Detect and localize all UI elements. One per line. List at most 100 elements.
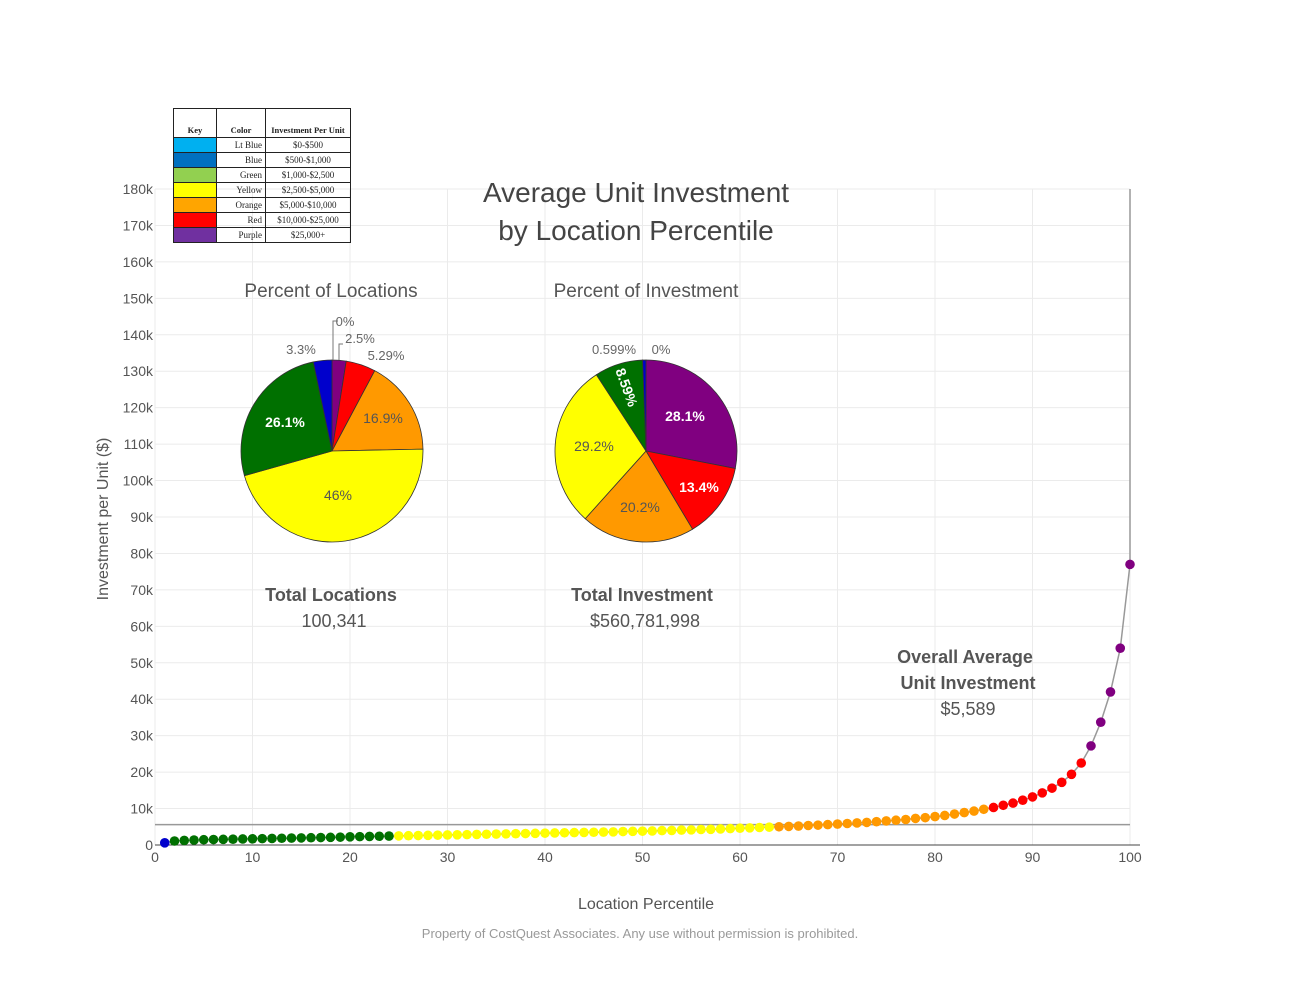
key-color-name: Purple [216,227,266,243]
data-point [705,824,716,835]
data-point [598,827,609,837]
data-point [969,806,979,816]
data-point [540,828,550,838]
x-axis-title: Location Percentile [578,896,714,913]
key-color-name: Yellow [216,182,266,198]
chart-title-line2: by Location Percentile [498,215,774,246]
key-range: $25,000+ [265,227,351,243]
data-point [1066,769,1077,780]
pie-slice-label: 26.1% [265,414,305,430]
data-point [257,833,268,844]
key-color-name: Blue [216,152,266,168]
pie-slice [642,359,647,452]
data-point [608,827,619,837]
pie-slice-label: 2.5% [345,331,375,346]
data-point [530,828,541,839]
data-point [423,830,433,841]
data-point [1115,643,1126,653]
data-point [764,822,775,832]
data-point [813,820,823,830]
data-point [725,823,736,834]
color-key-table: Key Color Investment Per Unit Lt Blue $0-… [173,108,351,243]
key-swatch [173,227,217,243]
data-point [374,831,385,842]
y-tick-label: 120k [123,400,154,416]
data-point [462,829,472,840]
data-point [754,822,765,833]
pie-slice-label: 0% [336,314,355,329]
data-point [286,833,297,843]
axes: 0 10 20 30 40 50 60 70 80 90 100 0 10k 20k 30k 40k 50k 60… [123,181,1142,865]
pie-slice [554,374,647,520]
data-point [471,829,482,840]
data-point [452,829,463,840]
data-point [900,814,911,825]
average-label-line1: Overall Average [897,647,1033,667]
pie-slice-label: 29.2% [574,438,614,454]
key-color-name: Red [216,212,266,228]
y-tick-label: 80k [130,545,154,561]
pie-percent-of-locations: Percent of Locations 2.5% 5.29% 16.9% 46% 26… [240,281,424,543]
total-investment-label: Total Investment [571,585,713,605]
total-locations-label: Total Locations [265,585,397,605]
y-tick-label: 130k [123,363,154,379]
data-point [939,810,950,821]
y-tick-label: 40k [130,691,154,707]
data-point [1125,559,1135,570]
data-point [666,825,677,836]
y-tick-label: 60k [130,618,154,634]
key-swatch [173,152,217,168]
data-point [696,824,706,835]
pie-locations-title: Percent of Locations [244,281,417,302]
data-point [267,833,277,844]
x-tick-label: 30 [440,849,456,865]
pie-slice [645,359,738,469]
total-locations-value: 100,341 [301,611,366,631]
pie-slice [584,450,694,543]
data-point [1017,795,1028,805]
key-range: $2,500-$5,000 [265,182,351,198]
key-header: Key [173,108,217,138]
data-point [822,819,833,830]
key-row: Orange $5,000-$10,000 [173,197,351,213]
data-point [393,831,404,841]
data-point [481,829,492,840]
key-swatch [173,167,217,183]
data-point [1027,792,1038,802]
data-point [208,834,219,845]
data-point [978,804,989,815]
data-point [735,823,745,834]
data-point [501,829,511,839]
data-point [315,832,326,843]
data-point [1086,741,1096,751]
pie-slice [240,361,333,477]
total-investment-value: $560,781,998 [590,611,700,631]
key-range: $5,000-$10,000 [265,197,351,213]
key-row: Green $1,000-$2,500 [173,167,351,183]
data-point [657,825,667,836]
data-point [871,816,882,827]
data-point [169,836,180,846]
data-point [296,833,307,843]
data-point [306,832,316,843]
x-tick-label: 10 [245,849,261,865]
data-point [1056,777,1067,788]
data-point [988,802,999,813]
y-tick-label: 170k [123,217,154,233]
data-point [335,832,346,842]
y-tick-label: 20k [130,764,154,780]
y-tick-label: 180k [123,181,154,197]
pie-percent-of-investment: Percent of Investment 28.1% 13.4% 20.2% 29.… [554,281,739,543]
data-point [744,823,755,833]
pie-slice [331,370,424,452]
key-range: $10,000-$25,000 [265,212,351,228]
y-tick-label: 50k [130,655,154,671]
data-point [920,812,931,823]
data-point [949,809,960,819]
y-tick-label: 30k [130,728,154,744]
data-point [959,807,970,818]
key-row: Yellow $2,500-$5,000 [173,182,351,198]
key-swatch [173,182,217,198]
data-point [218,834,229,845]
pie-slice-label: 0% [652,342,671,357]
